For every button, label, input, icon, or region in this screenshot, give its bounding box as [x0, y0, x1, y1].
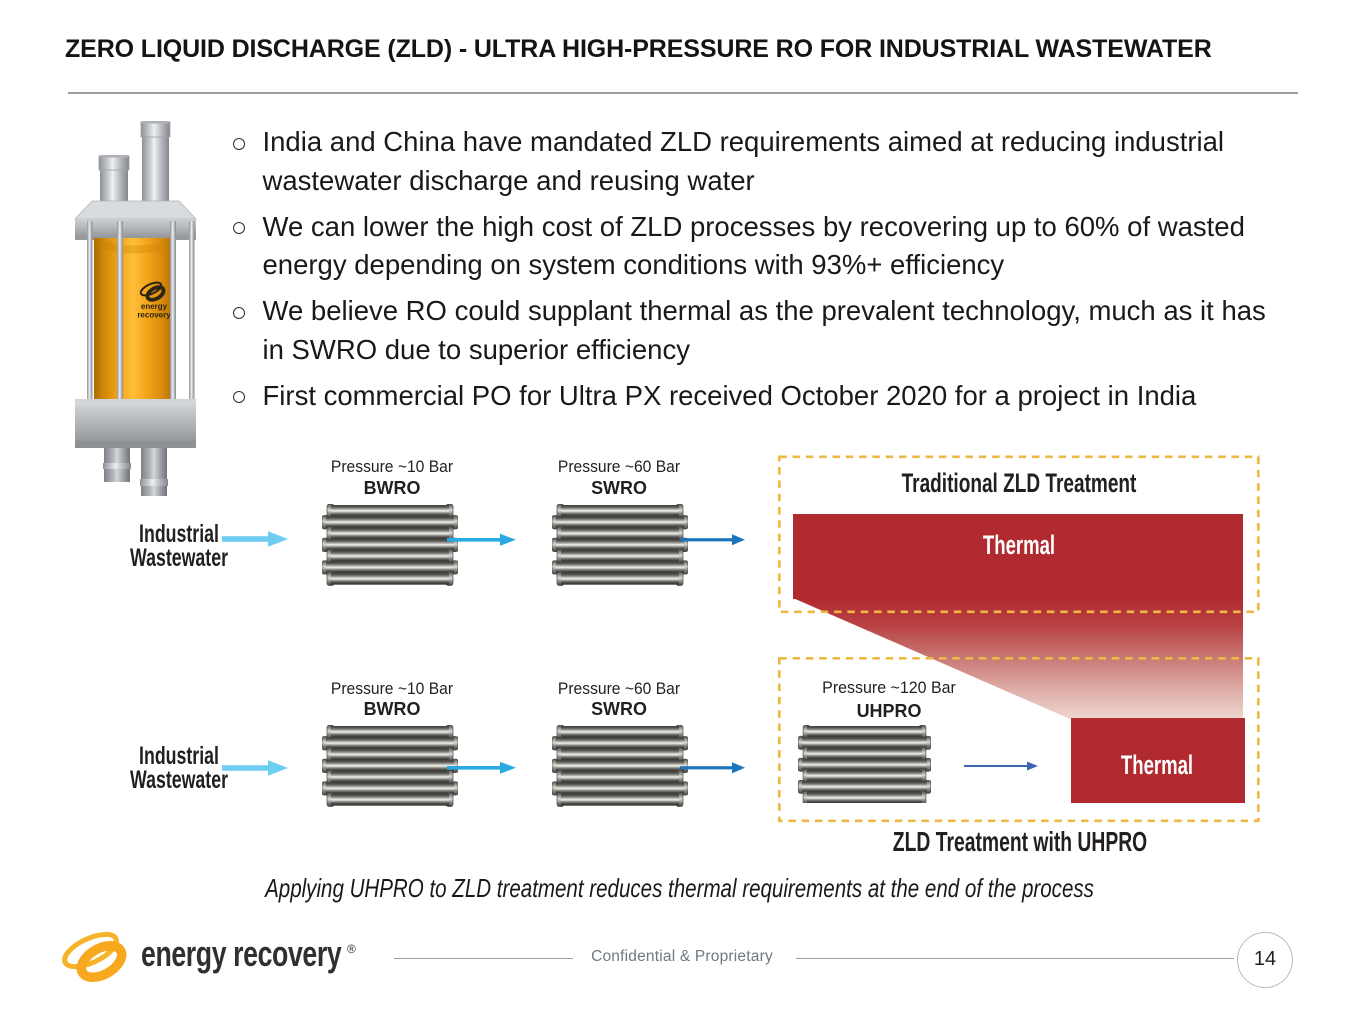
svg-text:recovery: recovery [137, 311, 171, 320]
svg-text:energy: energy [141, 302, 168, 311]
